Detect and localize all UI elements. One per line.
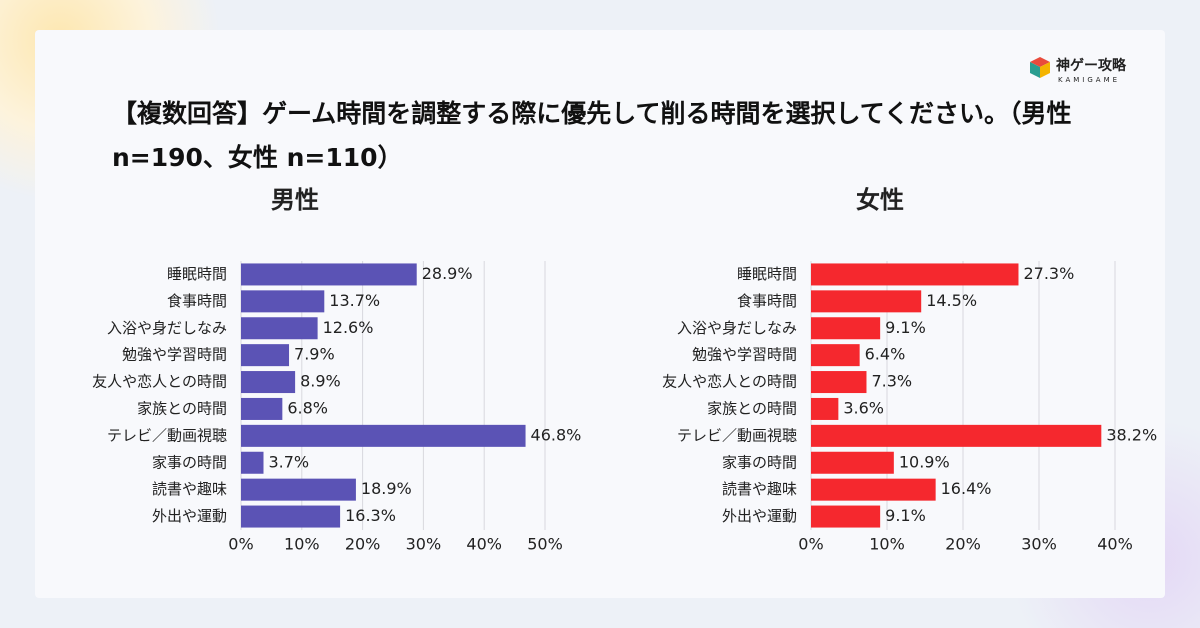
value-label: 6.4% [865,345,906,364]
x-tick-label: 40% [1097,535,1133,554]
panel [35,30,1165,598]
logo-icon [1040,62,1050,78]
y-tick-label: 読書や趣味 [152,480,227,498]
y-tick-label: 家族との時間 [137,399,227,417]
y-tick-label: 家事の時間 [152,453,227,471]
chart-title: 男性 [271,186,319,214]
bar [811,317,881,340]
logo: 神ゲー攻略 KAMIGAME [1030,57,1127,84]
value-label: 10.9% [899,452,950,471]
bar [241,505,341,528]
y-tick-label: 食事時間 [167,292,227,310]
y-tick-label: 外出や運動 [722,507,797,525]
bar [811,290,922,313]
x-tick-label: 20% [945,535,981,554]
page-title: 【複数回答】ゲーム時間を調整する際に優先して削る時間を選択してください。（男性 … [112,99,1072,172]
value-label: 3.6% [843,398,884,417]
y-tick-label: 入浴や身だしなみ [677,319,797,337]
value-label: 46.8% [531,425,582,444]
y-tick-label: 読書や趣味 [722,480,797,498]
bar [811,424,1102,447]
y-tick-label: 入浴や身だしなみ [107,319,227,337]
bar [241,397,283,420]
value-label: 13.7% [329,291,380,310]
x-tick-label: 30% [406,535,442,554]
y-tick-label: 家事の時間 [722,453,797,471]
value-label: 3.7% [268,452,309,471]
value-label: 7.3% [871,372,912,391]
bar [241,317,318,340]
x-tick-label: 10% [284,535,320,554]
y-tick-label: 友人や恋人との時間 [92,373,227,391]
bar [241,478,356,501]
value-label: 16.4% [941,479,992,498]
value-label: 9.1% [885,506,926,525]
x-tick-label: 10% [869,535,905,554]
value-label: 7.9% [294,345,335,364]
value-label: 9.1% [885,318,926,337]
y-tick-label: 友人や恋人との時間 [662,373,797,391]
bar [811,397,839,420]
y-tick-label: 勉強や学習時間 [122,346,227,364]
y-tick-label: 食事時間 [737,292,797,310]
y-tick-label: テレビ／動画視聴 [107,426,227,444]
y-tick-label: テレビ／動画視聴 [677,426,797,444]
chart-title: 女性 [856,186,904,214]
x-tick-label: 30% [1021,535,1057,554]
logo-sub: KAMIGAME [1058,76,1120,84]
bar [241,344,290,367]
value-label: 6.8% [287,398,328,417]
bar [811,451,894,474]
y-tick-label: 家族との時間 [707,399,797,417]
bar [811,478,936,501]
value-label: 14.5% [926,291,977,310]
value-label: 28.9% [422,264,473,283]
bar [811,344,860,367]
x-tick-label: 50% [527,535,563,554]
bar [241,451,264,474]
value-label: 16.3% [345,506,396,525]
logo-icon [1030,62,1040,78]
bar [241,424,526,447]
x-tick-label: 40% [466,535,502,554]
value-label: 12.6% [323,318,374,337]
bar [811,505,881,528]
bar [811,263,1019,286]
y-tick-label: 勉強や学習時間 [692,346,797,364]
y-tick-label: 睡眠時間 [167,265,227,283]
value-label: 8.9% [300,372,341,391]
x-tick-label: 0% [798,535,823,554]
value-label: 27.3% [1023,264,1074,283]
x-tick-label: 20% [345,535,381,554]
bar [241,290,325,313]
logo-name: 神ゲー攻略 [1056,57,1127,74]
bar [241,371,296,394]
bar [811,371,867,394]
x-tick-label: 0% [228,535,253,554]
bar [241,263,417,286]
value-label: 38.2% [1106,425,1157,444]
y-tick-label: 睡眠時間 [737,265,797,283]
y-tick-label: 外出や運動 [152,507,227,525]
value-label: 18.9% [361,479,412,498]
